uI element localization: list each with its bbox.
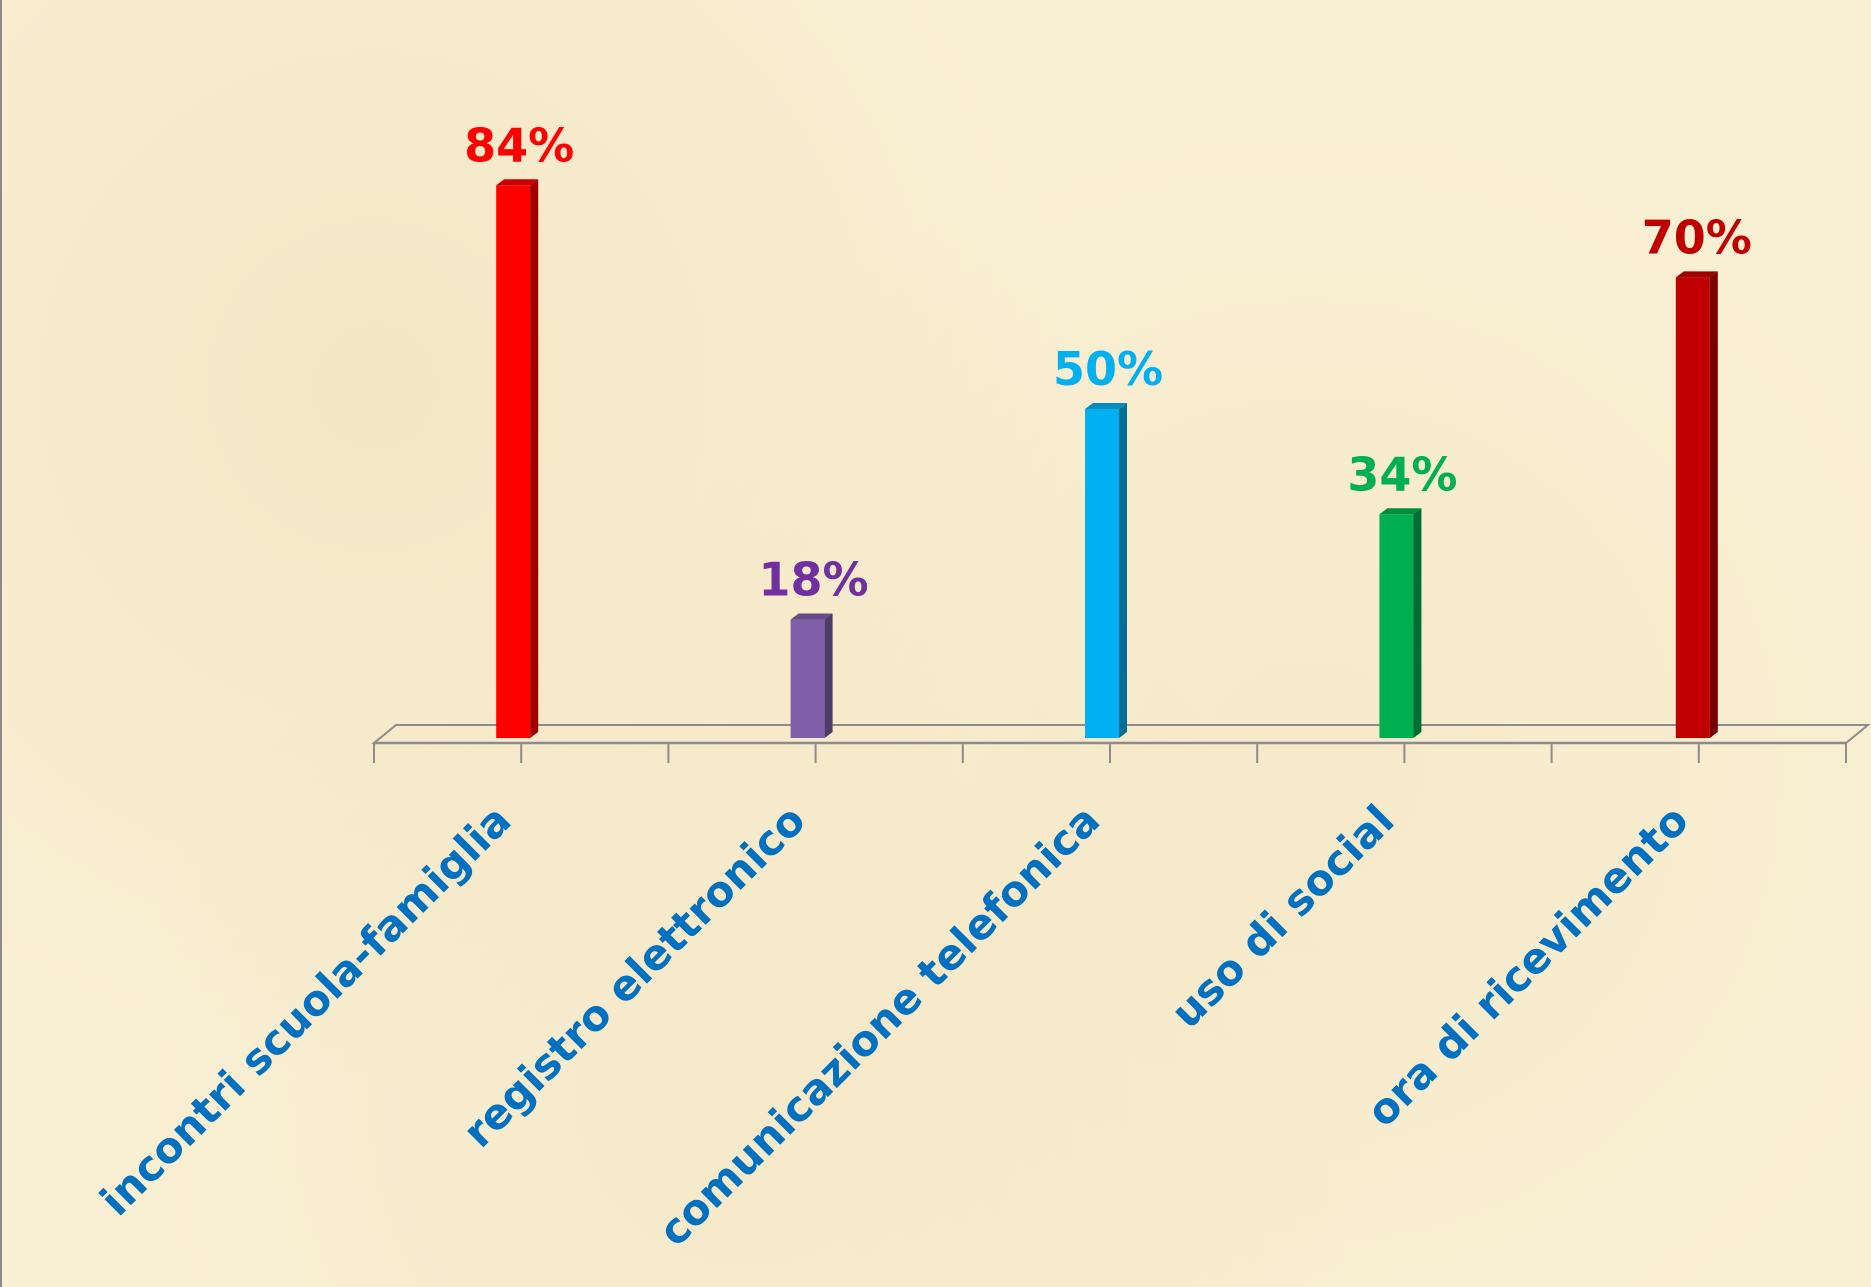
category-label: ora di ricevimento — [1357, 795, 1698, 1136]
category-label: registro elettronico — [453, 795, 814, 1156]
value-label: 70% — [1642, 210, 1752, 264]
bar-side — [530, 179, 539, 738]
bar-1 — [496, 179, 539, 738]
category-label: uso di social — [1161, 795, 1403, 1037]
bar-3 — [1085, 403, 1127, 738]
bar-5 — [1675, 271, 1718, 738]
value-label: 84% — [464, 118, 574, 172]
bar-side — [824, 613, 833, 738]
bar-front — [1085, 409, 1119, 738]
bar-top — [1675, 271, 1718, 278]
bar-2 — [790, 613, 833, 738]
bar-4 — [1379, 508, 1422, 738]
bar-top — [1379, 508, 1422, 515]
bar-top — [1085, 403, 1127, 409]
bar-front — [496, 185, 531, 738]
chart-floor — [371, 724, 1871, 763]
value-label: 50% — [1053, 342, 1163, 396]
bar-front — [1379, 514, 1414, 738]
bar-top — [790, 613, 833, 620]
chart-left-border — [0, 0, 2, 1287]
value-label: 34% — [1347, 447, 1457, 501]
bar-side — [1413, 508, 1422, 738]
value-label: 18% — [759, 553, 869, 607]
bar-side — [1709, 271, 1718, 738]
category-label: incontri scuola-famiglia — [91, 795, 521, 1225]
bar-front — [790, 619, 825, 738]
bar-side — [1119, 403, 1127, 738]
bar-front — [1675, 277, 1710, 738]
bar-top — [496, 179, 539, 186]
